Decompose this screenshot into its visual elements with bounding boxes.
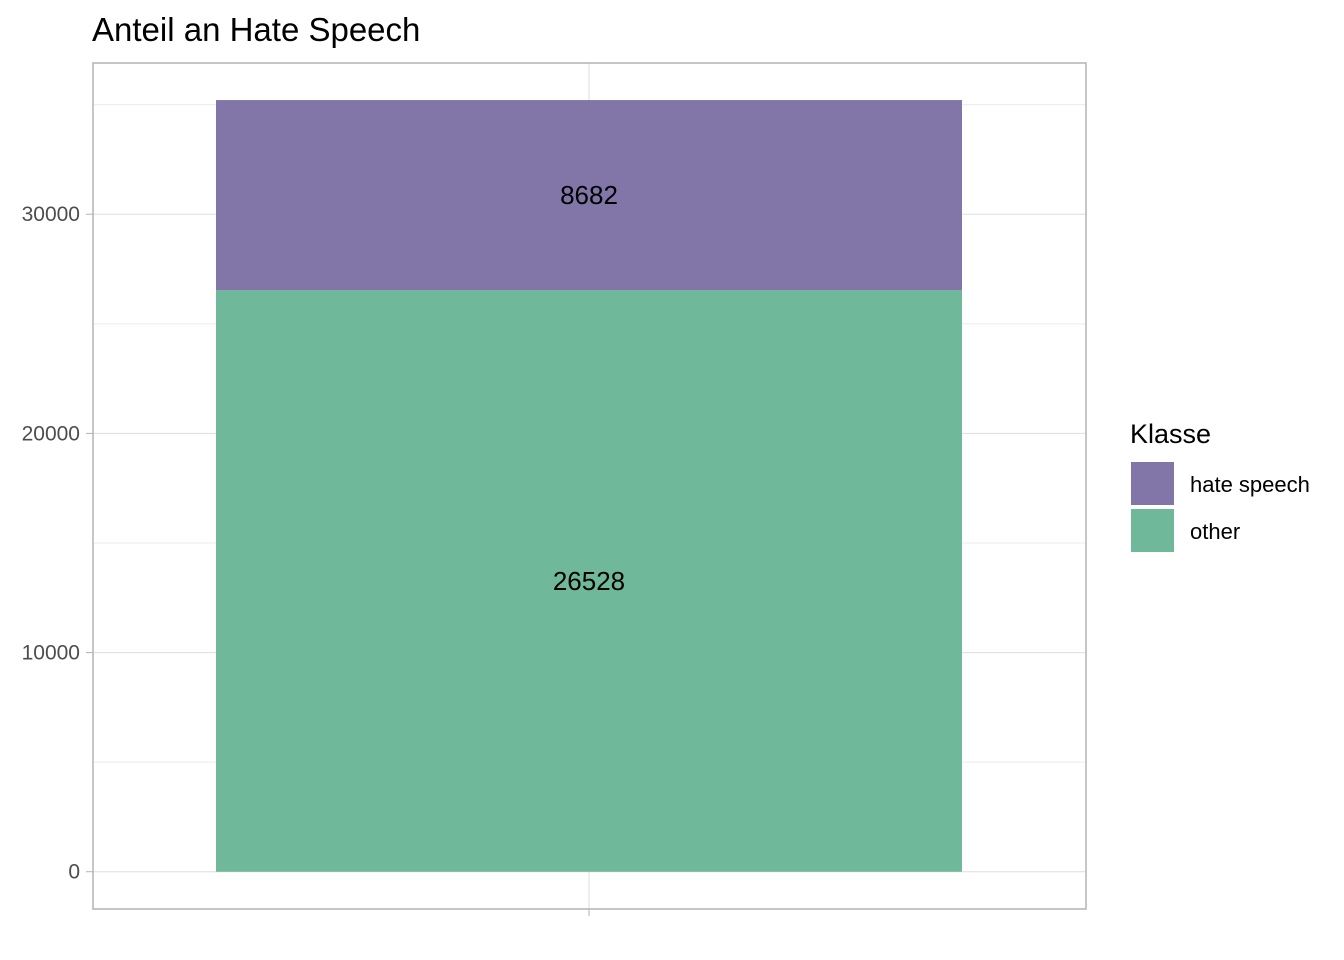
- y-tick-label: 30000: [22, 203, 80, 226]
- bar-value-label: 26528: [553, 566, 625, 596]
- bar-segment: [216, 100, 962, 291]
- chart-title: Anteil an Hate Speech: [92, 11, 420, 48]
- plot-area: 26528 8682: [92, 62, 1087, 910]
- legend-label: hate speech: [1190, 472, 1310, 497]
- y-tick-label: 20000: [22, 422, 80, 445]
- legend-key: [1131, 509, 1174, 552]
- y-tick-label: 10000: [22, 642, 80, 665]
- legend-key: [1131, 462, 1174, 505]
- bars: [216, 100, 962, 872]
- legend-title: Klasse: [1130, 419, 1211, 449]
- y-axis: 0 10000 20000 30000: [22, 203, 93, 884]
- y-tick-label: 0: [68, 861, 80, 884]
- bar-value-label: 8682: [560, 180, 618, 210]
- legend-label: other: [1190, 519, 1240, 544]
- bar-segment: [216, 290, 962, 872]
- legend-items: hate speech other: [1131, 462, 1310, 552]
- legend: Klasse hate speech other: [1130, 419, 1310, 552]
- bar-labels: 26528 8682: [553, 180, 625, 596]
